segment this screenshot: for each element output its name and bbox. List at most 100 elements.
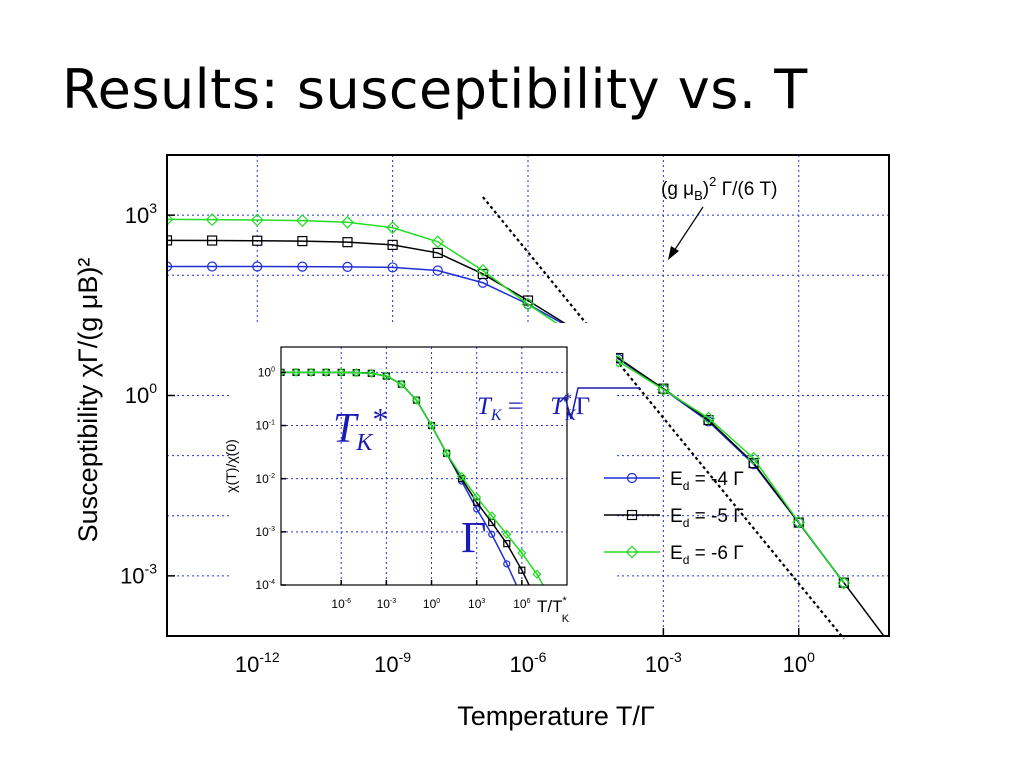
inset-y-tick-label-3: 10-3 (255, 525, 275, 539)
main-series-0-point-1 (207, 261, 218, 272)
slide-title: Results: susceptibility vs. T (62, 58, 808, 121)
main-series-2-point-6 (431, 235, 445, 249)
legend-marker-1 (626, 509, 638, 521)
main-x-tick-label-3: 10-3 (645, 649, 682, 677)
inset-series-2-point-5 (351, 367, 361, 378)
inset-x-axis-label: T/T* K (537, 595, 570, 625)
main-series-1-point-4 (342, 237, 353, 248)
inset-y-axis-label: χ(T)/χ(0) (223, 439, 239, 493)
main-series-0-point-6 (432, 265, 443, 276)
inset-background (232, 323, 616, 635)
main-y-tick-label-1: 100 (125, 380, 157, 408)
main-series-0-point-0 (167, 261, 173, 272)
tk-star-label: TK* (333, 401, 388, 456)
main-series-0-point-3 (297, 261, 308, 272)
asymptote-annotation: (g μB)2 Γ/(6 T) (661, 174, 778, 203)
main-series-2-point-5 (386, 221, 400, 235)
main-series-2-point-11 (656, 382, 670, 396)
main-series-0-point-4 (342, 261, 353, 272)
legend-marker-2 (625, 545, 639, 559)
inset-series-2-point-4 (336, 367, 346, 377)
main-series-2-point-4 (341, 215, 354, 229)
main-series-1-point-5 (387, 239, 398, 250)
main-series-2-point-3 (295, 214, 309, 228)
main-series-2-point-2 (250, 213, 264, 227)
legend-label-1: Ed = -5 Γ (670, 506, 744, 530)
inset-series-2-point-0 (281, 367, 286, 377)
inset-series-2-point-8 (396, 379, 407, 389)
inset-x-tick-label-4: 106 (513, 597, 530, 611)
main-series-1-line (167, 239, 885, 636)
main-axis-ticks: 10-12 10-9 10-6 10-3 100 103 100 10-3 (120, 200, 815, 677)
tk-formula: TK = T* KΓ (477, 391, 590, 424)
legend-item-2: Ed = -6 Γ (604, 543, 744, 567)
legend-item-1: Ed = -5 Γ (604, 506, 744, 530)
inset-series-2-point-3 (321, 367, 331, 377)
inset-series-group (281, 367, 544, 585)
inset-x-tick-label-0: 10-6 (331, 597, 351, 611)
inset-x-tick-label-3: 103 (468, 597, 485, 611)
inset-x-tick-label-2: 100 (423, 597, 440, 611)
main-series-1-point-6 (432, 247, 443, 259)
inset-series-0-point-13 (473, 505, 481, 513)
main-x-tick-label-4: 100 (783, 649, 815, 677)
legend-item-0: Ed = -4 Γ (604, 469, 744, 493)
inset-plot-frame (280, 346, 568, 586)
main-series-1-point-0 (167, 235, 173, 246)
inset-series-2-point-1 (291, 367, 301, 377)
inset-y-tick-label-1: 10-1 (255, 419, 275, 433)
gamma-label: Γ (461, 513, 486, 562)
legend-label-2: Ed = -6 Γ (670, 543, 744, 567)
inset-series-0-point-15 (503, 560, 511, 568)
inset-series-2-point-14 (487, 511, 497, 521)
main-x-axis-label: Temperature T/Γ (457, 701, 655, 731)
inset-series-2-point-2 (306, 367, 316, 377)
formula-radical-sign (559, 387, 640, 420)
main-series-2-point-14 (792, 515, 806, 529)
main-series-2-point-1 (205, 213, 219, 227)
inset-series-0-point-14 (488, 530, 496, 538)
main-series-0-line (167, 265, 845, 584)
inset-x-tick-label-1: 10-3 (377, 597, 397, 611)
main-series-2-point-8 (521, 297, 535, 311)
main-series-group (167, 212, 885, 636)
main-series-0-point-2 (252, 261, 263, 272)
inset-series-2-point-6 (366, 368, 376, 378)
main-series-1-point-1 (207, 235, 218, 246)
inset-series-2-point-9 (411, 395, 422, 405)
main-asymptote-group (482, 196, 845, 640)
inset-y-tick-label-4: 10-4 (255, 578, 275, 592)
inset-series-2-point-10 (426, 420, 437, 431)
main-series-0-point-5 (387, 262, 398, 273)
annotation-arrow-head (668, 246, 679, 260)
main-y-tick-label-0: 103 (125, 200, 157, 228)
main-series-2-point-13 (747, 451, 761, 465)
main-y-tick-label-2: 10-3 (120, 561, 157, 589)
legend-label-0: Ed = -4 Γ (670, 469, 744, 493)
main-series-2-point-7 (476, 264, 490, 277)
main-y-axis-label: Susceptibility χΓ/(g μB)² (73, 258, 103, 543)
inset-series-1-point-15 (503, 540, 511, 548)
main-x-tick-label-2: 10-6 (510, 649, 547, 677)
main-series-2-point-12 (702, 411, 715, 425)
asymptote-line (482, 196, 845, 640)
legend: Ed = -4 Γ Ed = -5 Γ Ed = -6 Γ (604, 469, 744, 567)
main-series-2-line (167, 218, 845, 584)
legend-marker-0 (626, 472, 638, 484)
main-x-tick-label-1: 10-9 (374, 649, 411, 677)
inset-axis-ticks: 10-6 10-3 100 103 106 100 10-1 10-2 10-3 10-4 (255, 366, 530, 611)
inset-series-1-point-13 (473, 498, 481, 506)
main-x-tick-label-0: 10-12 (235, 649, 280, 677)
main-series-1 (167, 235, 885, 636)
main-series-1-point-2 (252, 235, 263, 246)
main-series-1-point-3 (297, 235, 308, 247)
annotation-arrow-line (671, 206, 704, 255)
inset-series-2-point-11 (441, 448, 452, 458)
inset-series-1-point-16 (518, 566, 526, 574)
inset-series-2-line (281, 371, 544, 585)
inset-series-2-point-13 (472, 492, 482, 502)
main-series-2-point-15 (837, 576, 851, 590)
inset-series-2-point-17 (532, 569, 542, 579)
inset-series-2-point-12 (457, 471, 467, 482)
